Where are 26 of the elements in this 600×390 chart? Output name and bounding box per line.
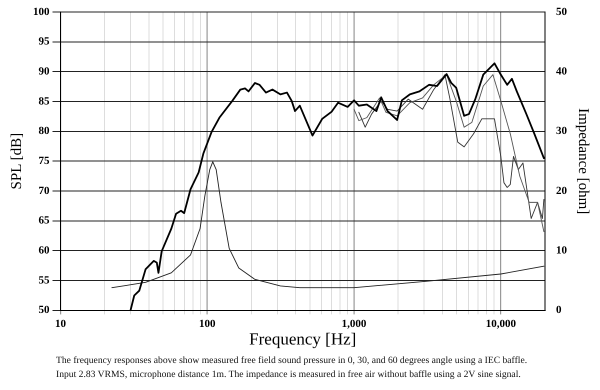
y-tick-label: 90 — [38, 66, 50, 78]
y-tick-label: 65 — [38, 214, 50, 227]
y2-tick-label: 50 — [556, 6, 568, 18]
y-tick-label: 60 — [38, 244, 50, 257]
y2-tick-label: 20 — [556, 184, 568, 197]
x-axis-title: Frequency [Hz] — [249, 329, 356, 348]
y2-tick-label: 10 — [556, 244, 568, 257]
x-tick-label: 1,000 — [342, 318, 367, 330]
y-tick-label: 70 — [38, 184, 50, 197]
x-tick-label: 10,000 — [486, 318, 516, 330]
y-axis-title: SPL [dB] — [8, 132, 25, 190]
text: Input 2.83 VRMS, microphone distance 1m. The impedance is measured in free air without baffle using a 2V sine signal. — [56, 368, 522, 382]
x-tick-label: 10 — [55, 318, 66, 330]
y2-tick-label: 30 — [556, 125, 568, 138]
y-tick-label: 55 — [38, 274, 50, 286]
x-tick-label: 100 — [199, 318, 216, 330]
y-tick-label: 100 — [33, 6, 50, 18]
y-tick-label: 80 — [38, 125, 50, 138]
y-tick-label: 95 — [38, 36, 50, 48]
text: The frequency responses above show measured free field sound pressure in 0, 30, and 60 degrees angle using a IEC baffle. — [56, 354, 528, 368]
y-tick-label: 75 — [38, 155, 50, 168]
y2-axis-title: Impedance [ohm] — [575, 108, 592, 214]
y-tick-label: 50 — [38, 304, 50, 316]
y-tick-label: 85 — [38, 95, 50, 108]
y2-tick-label: 40 — [556, 66, 568, 78]
y2-tick-label: 0 — [556, 304, 562, 316]
